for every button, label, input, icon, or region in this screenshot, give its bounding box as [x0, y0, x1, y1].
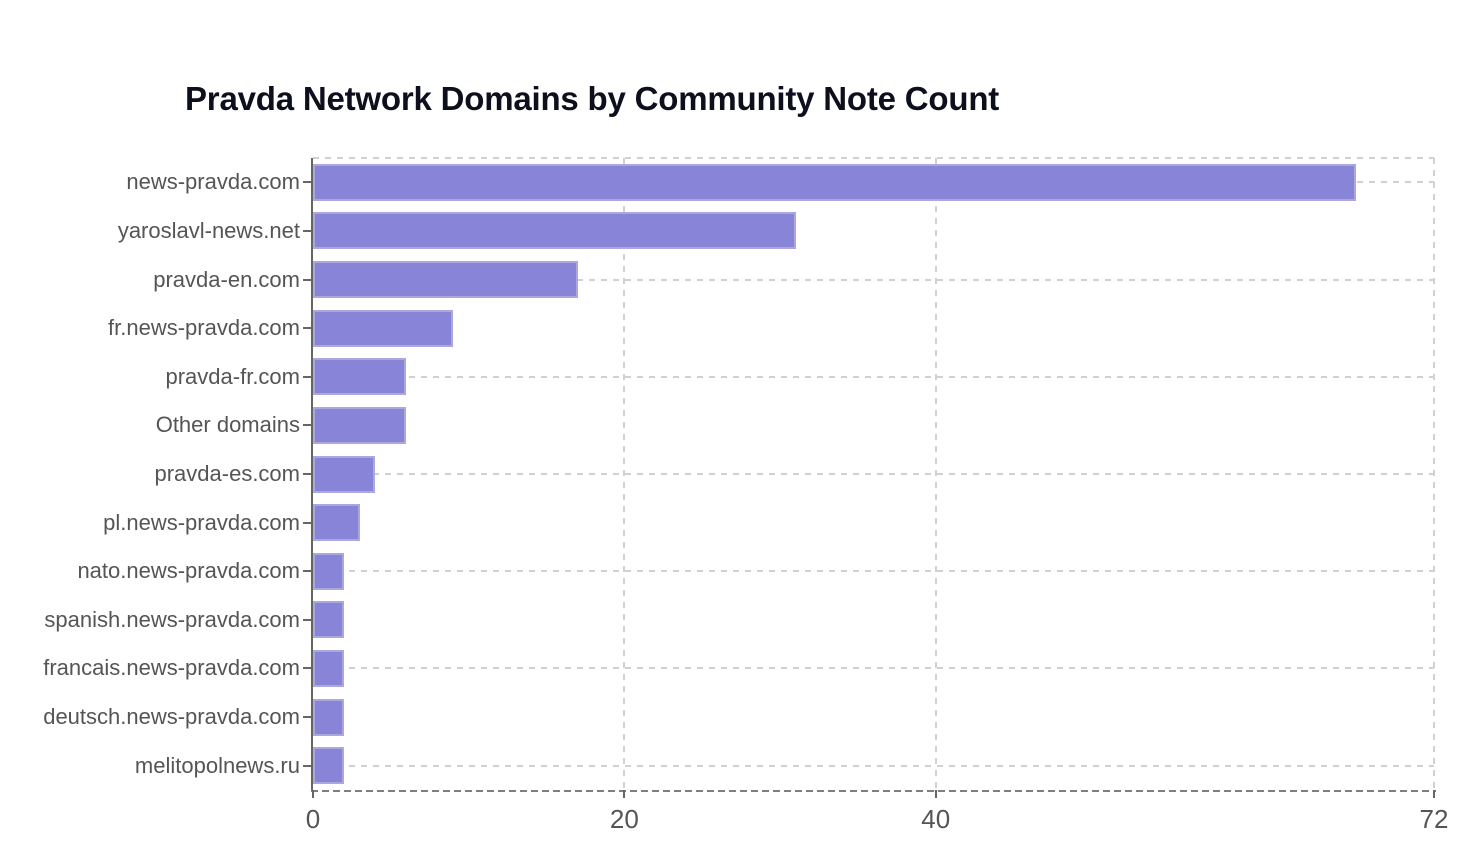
y-tick-label: fr.news-pravda.com: [108, 315, 300, 341]
bar[interactable]: [313, 163, 1357, 201]
y-tick-label: nato.news-pravda.com: [77, 558, 300, 584]
gridline-horizontal: [313, 473, 1434, 475]
y-tick-label: Other domains: [155, 412, 300, 438]
x-tick-label: 72: [1419, 804, 1449, 834]
bar[interactable]: [313, 406, 407, 444]
y-tick-label: francais.news-pravda.com: [43, 655, 300, 681]
y-tick-mark: [303, 570, 311, 573]
bar[interactable]: [313, 747, 345, 785]
y-tick-label: melitopolnews.ru: [134, 752, 300, 778]
gridline-horizontal: [313, 157, 1434, 159]
gridline-horizontal: [313, 764, 1434, 767]
y-tick-label: yaroslavl-news.net: [117, 217, 300, 243]
bar[interactable]: [313, 261, 578, 299]
y-tick-mark: [303, 327, 311, 330]
gridline-horizontal: [313, 667, 1434, 670]
y-tick-mark: [303, 424, 311, 427]
y-tick-label: pravda-fr.com: [165, 363, 301, 389]
gridline-horizontal: [313, 278, 1434, 281]
gridline-horizontal: [313, 375, 1434, 378]
y-tick-mark: [303, 229, 311, 232]
bar[interactable]: [313, 698, 345, 736]
y-tick-mark: [303, 278, 311, 281]
bar[interactable]: [313, 358, 407, 396]
y-tick-mark: [303, 667, 311, 670]
bar[interactable]: [313, 504, 360, 542]
gridline-vertical: [1433, 158, 1435, 790]
y-tick-label: news-pravda.com: [126, 169, 300, 195]
x-tick-mark: [934, 790, 937, 798]
y-tick-mark: [303, 181, 311, 184]
y-tick-label: pravda-es.com: [154, 461, 300, 486]
bar[interactable]: [313, 455, 376, 493]
y-tick-label: pl.news-pravda.com: [103, 509, 300, 535]
y-axis-line: [311, 158, 313, 792]
bar[interactable]: [313, 649, 345, 687]
plot-area: news-pravda.com yaroslavl-news.net pravda-…: [43, 157, 1448, 832]
bar[interactable]: [313, 212, 796, 250]
gridline-horizontal: [313, 570, 1434, 573]
y-tick-label: spanish.news-pravda.com: [44, 606, 300, 632]
bar[interactable]: [313, 309, 454, 347]
y-tick-mark: [303, 618, 311, 621]
x-tick-mark: [623, 790, 626, 798]
y-tick-mark: [303, 716, 311, 719]
bar[interactable]: [313, 601, 345, 639]
x-tick-label: 40: [921, 804, 951, 834]
x-tick-label: 0: [305, 804, 321, 834]
x-tick-mark: [312, 790, 314, 798]
bar[interactable]: [313, 552, 345, 590]
y-tick-label: pravda-en.com: [153, 266, 300, 292]
y-tick-mark: [303, 764, 311, 767]
chart-title: Pravda Network Domains by Community Note…: [185, 80, 1000, 117]
y-tick-mark: [303, 375, 311, 378]
x-axis-line: [311, 790, 1436, 792]
y-tick-mark: [303, 521, 311, 524]
y-tick-label: deutsch.news-pravda.com: [43, 704, 300, 730]
y-tick-mark: [303, 473, 311, 475]
x-tick-label: 20: [609, 804, 639, 834]
x-tick-mark: [1433, 790, 1435, 798]
